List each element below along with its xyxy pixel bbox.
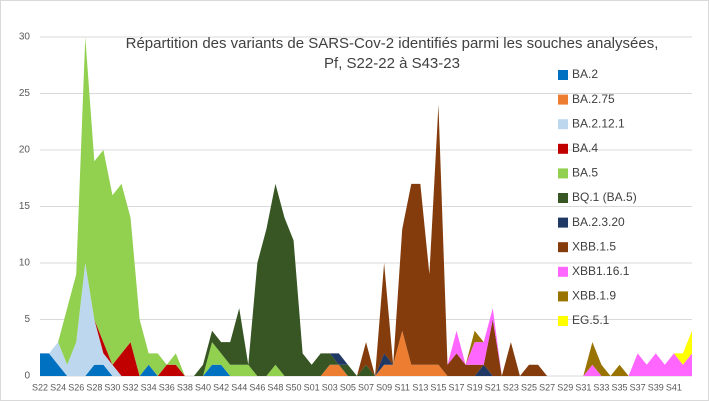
y-tick-label: 20 <box>19 145 31 156</box>
legend-swatch <box>558 266 568 277</box>
x-tick-label: S09 <box>376 382 392 392</box>
chart-title: Répartition des variants de SARS-Cov-2 i… <box>126 35 659 52</box>
legend: BA.2 BA.2.75 BA.2.12.1 BA.4 BA.5 BQ.1 (BA.5) B… <box>558 67 637 327</box>
x-tick-label: S29 <box>557 382 573 392</box>
x-tick-label: S31 <box>575 382 591 392</box>
x-tick-label: S28 <box>86 382 102 392</box>
x-tick-label: S11 <box>395 382 410 392</box>
x-tick-label: S03 <box>322 382 338 392</box>
legend-swatch <box>558 316 568 326</box>
x-tick-label: S26 <box>68 382 84 392</box>
y-tick-label: 0 <box>24 371 30 382</box>
x-tick-label: S46 <box>249 382 265 392</box>
legend-swatch <box>558 193 568 203</box>
legend-label: BA.5 <box>572 166 598 180</box>
area <box>40 353 692 376</box>
x-tick-label: S38 <box>177 382 193 392</box>
x-tick-label: S39 <box>648 382 664 392</box>
legend-swatch <box>558 168 568 179</box>
x-tick-label: S15 <box>430 382 446 392</box>
legend-label: BA.4 <box>572 141 598 155</box>
legend-swatch <box>558 143 568 154</box>
y-tick-label: 5 <box>24 314 30 325</box>
plot-area <box>40 37 692 376</box>
x-tick-label: S07 <box>358 382 374 392</box>
x-tick-label: S37 <box>630 382 646 392</box>
y-tick-label: 10 <box>19 258 31 269</box>
area <box>40 263 692 376</box>
x-tick-label: S32 <box>123 382 139 392</box>
legend-swatch <box>558 217 568 228</box>
x-tick-label: S44 <box>231 382 247 392</box>
y-tick-label: 15 <box>19 201 31 212</box>
legend-swatch <box>558 119 568 130</box>
x-tick-label: S41 <box>666 382 682 392</box>
legend-label: BA.2.12.1 <box>572 116 625 130</box>
legend-label: BA.2.75 <box>572 92 615 106</box>
y-tick-label: 25 <box>19 88 31 99</box>
legend-swatch <box>558 242 568 253</box>
x-tick-label: S25 <box>521 382 537 392</box>
legend-swatch <box>558 291 568 302</box>
x-tick-label: S17 <box>449 382 465 392</box>
legend-swatch <box>558 94 568 105</box>
x-tick-label: S30 <box>104 382 120 392</box>
legend-label: XBB1.16.1 <box>572 264 630 278</box>
x-tick-label: S33 <box>593 382 609 392</box>
x-tick-label: S19 <box>467 382 483 392</box>
x-tick-label: S34 <box>141 382 157 392</box>
x-tick-label: S13 <box>412 382 428 392</box>
legend-label: BA.2.3.20 <box>572 215 625 229</box>
chart-title: Pf, S22-22 à S43-23 <box>324 55 460 72</box>
x-tick-label: S50 <box>286 382 302 392</box>
y-tick-label: 30 <box>19 32 31 43</box>
x-tick-label: S05 <box>340 382 356 392</box>
x-tick-label: S48 <box>267 382 283 392</box>
x-tick-label: S27 <box>539 382 555 392</box>
legend-label: BQ.1 (BA.5) <box>572 190 637 204</box>
legend-label: XBB.1.5 <box>572 239 616 253</box>
x-tick-label: S24 <box>50 382 66 392</box>
x-tick-label: S36 <box>159 382 175 392</box>
x-tick-label: S35 <box>612 382 628 392</box>
x-tick-label: S21 <box>485 382 501 392</box>
x-tick-label: S01 <box>304 382 320 392</box>
x-tick-label: S40 <box>195 382 211 392</box>
legend-swatch <box>558 70 568 80</box>
area <box>40 37 692 376</box>
legend-label: EG.5.1 <box>572 313 610 327</box>
x-tick-label: S22 <box>32 382 48 392</box>
x-tick-label: S23 <box>503 382 519 392</box>
legend-label: BA.2 <box>572 67 598 81</box>
x-tick-label: S42 <box>213 382 229 392</box>
legend-label: XBB.1.9 <box>572 289 616 303</box>
